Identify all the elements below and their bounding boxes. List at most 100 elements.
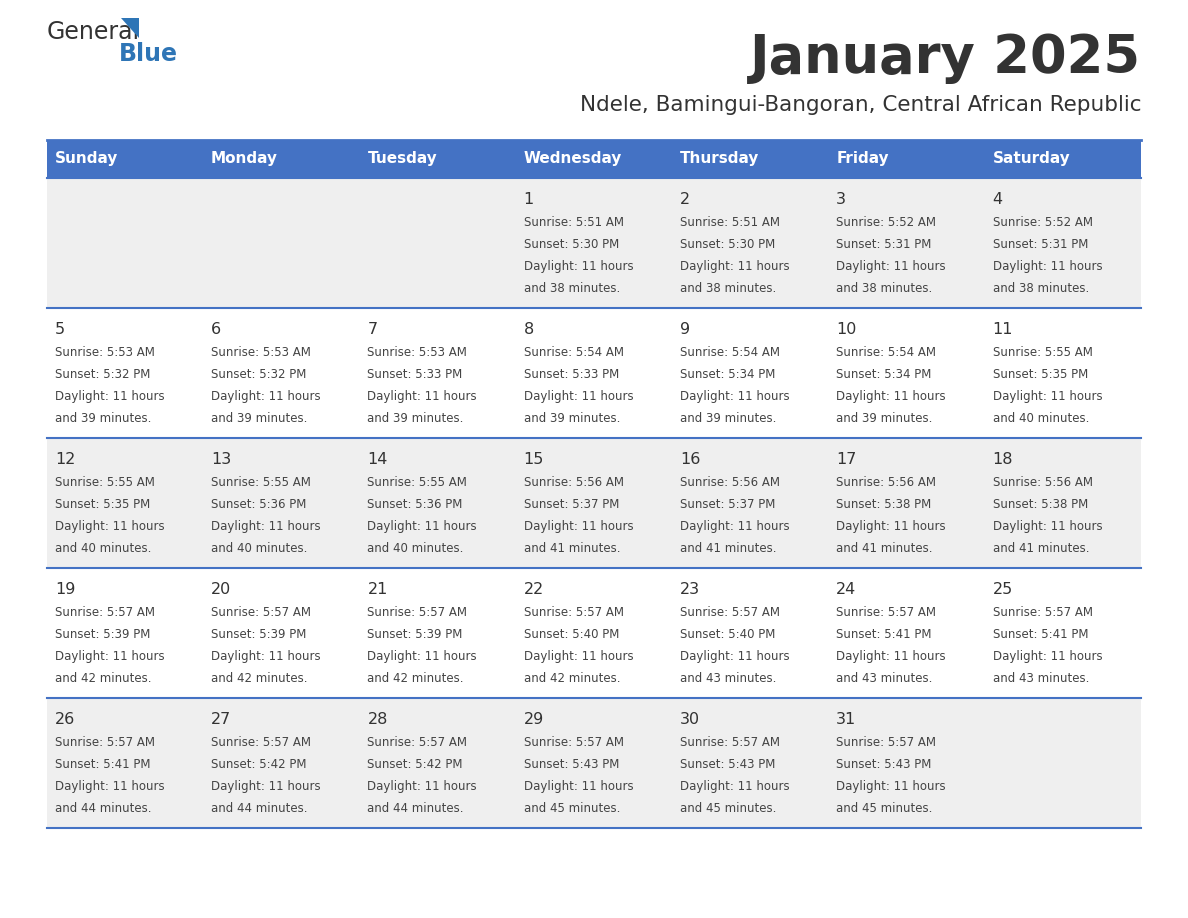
Bar <box>203 438 360 568</box>
Text: and 44 minutes.: and 44 minutes. <box>367 802 463 815</box>
Text: Sunset: 5:39 PM: Sunset: 5:39 PM <box>55 628 150 641</box>
Text: Sunset: 5:41 PM: Sunset: 5:41 PM <box>836 628 931 641</box>
Bar <box>48 438 203 568</box>
Bar <box>672 698 828 828</box>
Text: Sunset: 5:30 PM: Sunset: 5:30 PM <box>680 238 776 251</box>
Text: Sunrise: 5:54 AM: Sunrise: 5:54 AM <box>524 346 624 359</box>
Text: Sunrise: 5:57 AM: Sunrise: 5:57 AM <box>211 606 311 619</box>
Bar <box>48 140 203 178</box>
Polygon shape <box>121 18 139 38</box>
Text: 17: 17 <box>836 452 857 467</box>
Bar <box>985 698 1140 828</box>
Text: and 41 minutes.: and 41 minutes. <box>524 542 620 555</box>
Text: Blue: Blue <box>119 42 178 66</box>
Text: Daylight: 11 hours: Daylight: 11 hours <box>680 520 790 533</box>
Text: Daylight: 11 hours: Daylight: 11 hours <box>836 260 946 273</box>
Text: and 42 minutes.: and 42 minutes. <box>367 672 463 685</box>
Text: Daylight: 11 hours: Daylight: 11 hours <box>680 390 790 403</box>
Text: 23: 23 <box>680 582 700 597</box>
Text: 22: 22 <box>524 582 544 597</box>
Text: Sunrise: 5:56 AM: Sunrise: 5:56 AM <box>992 476 1093 489</box>
Text: Sunrise: 5:56 AM: Sunrise: 5:56 AM <box>836 476 936 489</box>
Text: Sunrise: 5:51 AM: Sunrise: 5:51 AM <box>524 216 624 229</box>
Bar <box>48 308 203 438</box>
Text: Sunset: 5:31 PM: Sunset: 5:31 PM <box>836 238 931 251</box>
Text: Sunset: 5:43 PM: Sunset: 5:43 PM <box>524 758 619 771</box>
Text: 27: 27 <box>211 712 232 727</box>
Bar <box>828 178 985 308</box>
Bar <box>48 698 203 828</box>
Text: Sunrise: 5:56 AM: Sunrise: 5:56 AM <box>524 476 624 489</box>
Bar <box>828 698 985 828</box>
Text: Daylight: 11 hours: Daylight: 11 hours <box>55 780 164 793</box>
Text: 31: 31 <box>836 712 857 727</box>
Bar <box>203 178 360 308</box>
Text: Tuesday: Tuesday <box>367 151 437 166</box>
Text: 28: 28 <box>367 712 387 727</box>
Text: Daylight: 11 hours: Daylight: 11 hours <box>211 390 321 403</box>
Bar <box>828 568 985 698</box>
Text: Sunrise: 5:56 AM: Sunrise: 5:56 AM <box>680 476 781 489</box>
Text: 14: 14 <box>367 452 387 467</box>
Text: Sunset: 5:34 PM: Sunset: 5:34 PM <box>836 368 931 381</box>
Text: Daylight: 11 hours: Daylight: 11 hours <box>211 650 321 663</box>
Text: Sunrise: 5:55 AM: Sunrise: 5:55 AM <box>55 476 154 489</box>
Text: 8: 8 <box>524 322 533 337</box>
Text: Monday: Monday <box>211 151 278 166</box>
Text: and 41 minutes.: and 41 minutes. <box>680 542 777 555</box>
Text: Sunday: Sunday <box>55 151 118 166</box>
Text: 5: 5 <box>55 322 65 337</box>
Text: Sunrise: 5:54 AM: Sunrise: 5:54 AM <box>836 346 936 359</box>
Bar <box>360 178 516 308</box>
Text: 7: 7 <box>367 322 378 337</box>
Text: Sunrise: 5:52 AM: Sunrise: 5:52 AM <box>992 216 1093 229</box>
Text: Daylight: 11 hours: Daylight: 11 hours <box>211 520 321 533</box>
Bar <box>672 438 828 568</box>
Text: January 2025: January 2025 <box>750 32 1140 84</box>
Text: Daylight: 11 hours: Daylight: 11 hours <box>55 520 164 533</box>
Bar <box>985 438 1140 568</box>
Text: and 44 minutes.: and 44 minutes. <box>55 802 151 815</box>
Text: Sunset: 5:37 PM: Sunset: 5:37 PM <box>680 498 776 511</box>
Text: Sunset: 5:43 PM: Sunset: 5:43 PM <box>836 758 931 771</box>
Text: 13: 13 <box>211 452 232 467</box>
Text: and 39 minutes.: and 39 minutes. <box>367 412 463 425</box>
Bar <box>203 308 360 438</box>
Bar <box>828 438 985 568</box>
Text: and 43 minutes.: and 43 minutes. <box>836 672 933 685</box>
Bar <box>516 698 672 828</box>
Text: 20: 20 <box>211 582 232 597</box>
Text: Sunrise: 5:57 AM: Sunrise: 5:57 AM <box>836 606 936 619</box>
Bar <box>985 178 1140 308</box>
Text: Thursday: Thursday <box>680 151 759 166</box>
Text: Ndele, Bamingui-Bangoran, Central African Republic: Ndele, Bamingui-Bangoran, Central Africa… <box>580 95 1140 115</box>
Text: 15: 15 <box>524 452 544 467</box>
Bar <box>48 568 203 698</box>
Bar <box>672 308 828 438</box>
Text: Sunset: 5:41 PM: Sunset: 5:41 PM <box>55 758 151 771</box>
Bar <box>360 568 516 698</box>
Text: Daylight: 11 hours: Daylight: 11 hours <box>680 780 790 793</box>
Text: and 39 minutes.: and 39 minutes. <box>524 412 620 425</box>
Text: and 40 minutes.: and 40 minutes. <box>211 542 308 555</box>
Text: 25: 25 <box>992 582 1013 597</box>
Bar <box>672 178 828 308</box>
Text: Daylight: 11 hours: Daylight: 11 hours <box>992 390 1102 403</box>
Text: 24: 24 <box>836 582 857 597</box>
Text: Daylight: 11 hours: Daylight: 11 hours <box>55 390 164 403</box>
Text: Sunset: 5:32 PM: Sunset: 5:32 PM <box>211 368 307 381</box>
Bar <box>48 178 203 308</box>
Text: and 42 minutes.: and 42 minutes. <box>524 672 620 685</box>
Text: Sunrise: 5:55 AM: Sunrise: 5:55 AM <box>367 476 467 489</box>
Text: Sunrise: 5:54 AM: Sunrise: 5:54 AM <box>680 346 781 359</box>
Text: 4: 4 <box>992 192 1003 207</box>
Bar <box>516 438 672 568</box>
Text: and 39 minutes.: and 39 minutes. <box>55 412 151 425</box>
Text: Sunrise: 5:52 AM: Sunrise: 5:52 AM <box>836 216 936 229</box>
Text: Sunrise: 5:57 AM: Sunrise: 5:57 AM <box>211 736 311 749</box>
Bar <box>360 140 516 178</box>
Text: Wednesday: Wednesday <box>524 151 623 166</box>
Text: 10: 10 <box>836 322 857 337</box>
Text: 12: 12 <box>55 452 75 467</box>
Bar <box>203 140 360 178</box>
